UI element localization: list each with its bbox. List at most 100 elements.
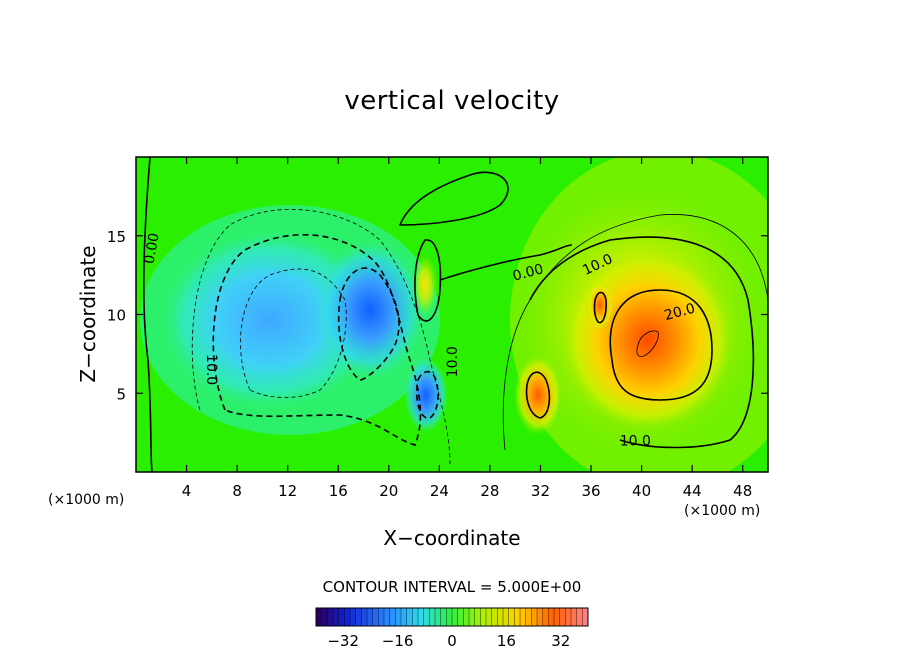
colorbar-cell [384,608,390,626]
contour-label-text: 10.0 [203,354,219,385]
colorbar-cell [378,608,385,626]
colorbar-cell [542,608,549,626]
contour-neg10 [212,234,422,446]
contour-label: 0.00 [142,232,163,265]
x-tick-label: 20 [379,482,398,500]
colorbar-cell [576,608,583,626]
x-unit-label-left: (×1000 m) [48,492,125,508]
contour-zero-upper [398,171,509,226]
updraft-upper [586,280,614,330]
updraft-lower [514,355,562,435]
contour-pos10 [529,236,755,449]
x-axis-label: X−coordinate [383,526,521,550]
colorbar-cell [457,608,464,626]
updraft-narrow [413,255,437,315]
colorbar-cell [446,608,453,626]
colorbar-cell [435,608,441,626]
colorbar-cell [480,608,487,626]
colorbar-cell [321,608,328,626]
contour-label-text: 20.0 [663,301,697,325]
downdraft-lower [404,357,448,433]
colorbar-cell [338,608,345,626]
colorbar-cell [452,608,458,626]
x-tick-label: 16 [329,482,348,500]
colorbar-cell [474,608,481,626]
x-tick-label: 32 [531,482,550,500]
colorbar-cell [571,608,577,626]
colorbar-cell [401,608,407,626]
contour-interval-label: CONTOUR INTERVAL = 5.000E+00 [322,578,582,596]
zero-contour-left [143,157,153,472]
colorbar-cell [429,608,436,626]
colorbar-tick-label: 32 [551,632,570,650]
x-tick-label: 44 [683,482,702,500]
colorbar-cell [367,608,373,626]
colorbar-cell [554,608,560,626]
colorbar-cell [406,608,413,626]
contour-label-text: 10.0 [445,346,461,377]
colorbar-cell [316,608,322,626]
contour-pos5 [502,214,768,451]
colorbar-tick-label: −32 [327,632,359,650]
colorbar-cell [531,608,538,626]
colorbar-cell [497,608,504,626]
colorbar-cell [355,608,362,626]
colorbar-cell [327,608,334,626]
contour-neg15 [240,268,347,398]
y-tick-label: 10 [107,307,126,325]
contour-zero-narrow [414,239,442,322]
contour-neg5 [191,208,451,466]
contour-label: 20.0 [663,301,697,325]
contour-pos25 [636,330,659,357]
colorbar-cell [395,608,402,626]
colorbar-cell [582,608,589,626]
colorbar-cell [344,608,351,626]
contour-label-text: 10.0 [620,434,651,450]
x-unit-label-right: (×1000 m) [684,503,761,519]
colorbar-cell [389,608,396,626]
contour-label-text: 0.00 [142,232,163,265]
colorbar-cell [548,608,555,626]
colorbar-cell [565,608,572,626]
colorbar-cell [503,608,509,626]
contour-label-text: 0.00 [511,261,545,285]
x-tick-label: 12 [278,482,297,500]
colorbar-cell [463,608,470,626]
y-tick-label: 5 [116,385,126,403]
contour-pos20-lower [525,371,551,419]
colorbar-cell [333,608,339,626]
contour-label: 10.0 [445,346,461,377]
colorbar-cell [440,608,447,626]
x-tick-label: 4 [182,482,192,500]
colorbar-cell [372,608,379,626]
x-tick-label: 36 [581,482,600,500]
colorbar-cell [350,608,356,626]
x-tick-label: 28 [480,482,499,500]
contour-neg-lower [415,370,439,419]
colorbar-cell [418,608,424,626]
colorbar-cell [423,608,430,626]
colorbar-tick-label: 0 [447,632,457,650]
x-tick-label: 40 [632,482,651,500]
colorbar-cell [537,608,543,626]
colorbar-cell [508,608,515,626]
contour-lines [143,157,768,472]
x-tick-label: 8 [232,482,242,500]
colorbar-cell [491,608,498,626]
chart-title: vertical velocity [344,86,560,116]
downdraft-core [315,240,425,380]
contour-pos20 [609,289,713,401]
contour-neg20 [337,267,400,381]
colorbar-cell [486,608,492,626]
colorbar-tick-label: 16 [497,632,516,650]
colorbar-frame [315,607,589,627]
colorbar-cell [514,608,521,626]
colorbar-cell [469,608,475,626]
colorbar: −32 −16 0 16 32 [315,607,589,650]
colorbar-cell [361,608,368,626]
contour-pos20-upper [593,291,607,324]
contour-label: 10.0 [203,354,219,385]
